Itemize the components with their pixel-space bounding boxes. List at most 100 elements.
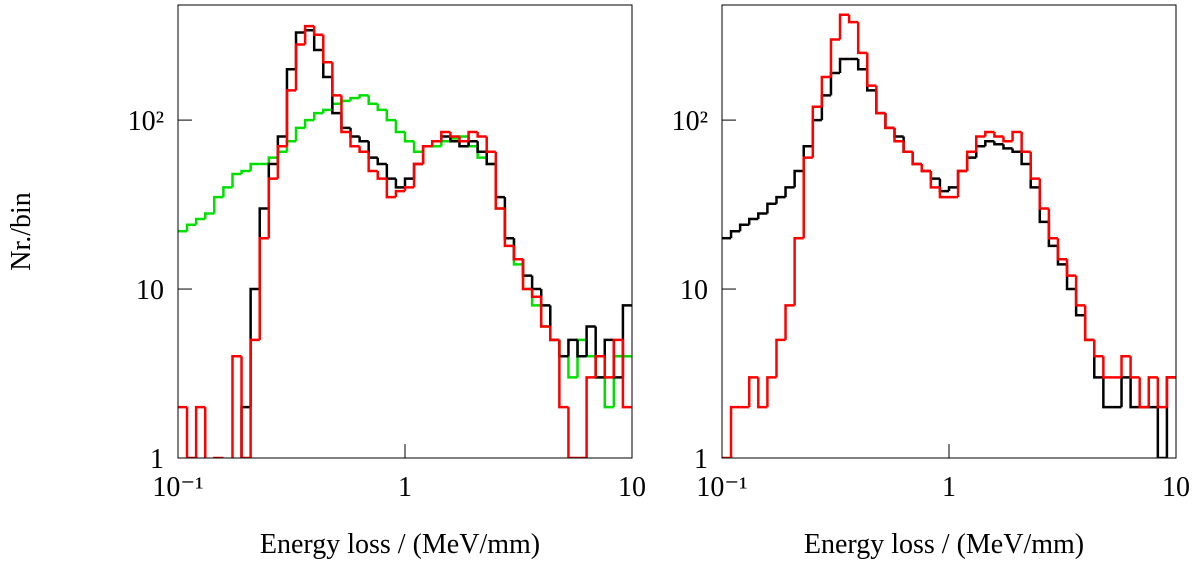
- histogram-bin: [267, 177, 278, 239]
- histogram-bin: [567, 407, 578, 458]
- histogram-bin: [856, 58, 868, 71]
- y-tick-label: 10²: [672, 106, 708, 137]
- histogram-bin: [403, 186, 415, 192]
- histogram-bin: [430, 139, 442, 147]
- histogram-bin: [485, 136, 496, 153]
- histogram-bin: [621, 339, 632, 409]
- histogram-bin: [1047, 221, 1058, 248]
- histogram-bin: [549, 326, 560, 342]
- histogram-bin: [603, 338, 614, 378]
- histogram-bin: [911, 151, 922, 166]
- histogram-bin: [1029, 163, 1040, 189]
- histogram-bin: [1102, 356, 1113, 379]
- histogram-bin: [403, 177, 415, 188]
- histogram-bin: [838, 57, 850, 74]
- plot-frame: [177, 4, 633, 459]
- histogram-bin: [312, 26, 324, 37]
- histogram-bin: [1065, 259, 1077, 277]
- histogram-bin: [349, 127, 360, 138]
- histogram-bin: [1002, 136, 1013, 143]
- histogram-bin: [276, 135, 287, 164]
- histogram-bin: [775, 195, 786, 204]
- histogram-bin: [394, 178, 405, 189]
- histogram-bin: [367, 151, 378, 173]
- x-tick-label: 1: [398, 472, 412, 503]
- histogram-bin: [539, 305, 551, 328]
- histogram-bin: [376, 157, 387, 166]
- histogram-bin: [1083, 305, 1095, 342]
- histogram-bin: [747, 376, 759, 408]
- x-tick-label: 1: [942, 472, 956, 503]
- histogram-bin: [884, 113, 895, 130]
- histogram-bin: [1129, 356, 1140, 379]
- histogram-bin: [1165, 376, 1176, 458]
- histogram-bin: [240, 405, 251, 458]
- histogram-bin: [340, 113, 351, 130]
- histogram-bin: [240, 356, 251, 458]
- histogram-bin: [811, 105, 822, 158]
- histogram-bin: [285, 89, 297, 147]
- histogram-bin: [1093, 339, 1104, 379]
- histogram-bin: [521, 259, 533, 291]
- histogram-bin: [784, 304, 795, 340]
- histogram-bin: [866, 52, 877, 87]
- histogram-bin: [467, 130, 478, 142]
- histogram-bin: [1047, 208, 1058, 240]
- histogram-bin: [440, 130, 451, 142]
- histogram-bin: [267, 162, 278, 209]
- histogram-bin: [376, 103, 387, 112]
- histogram-bin: [585, 325, 596, 357]
- histogram-bin: [929, 170, 940, 180]
- histogram-bin: [294, 31, 306, 70]
- histogram-bin: [385, 163, 396, 180]
- histogram-bin: [331, 62, 342, 97]
- x-tick-label: 10⁻¹: [152, 472, 203, 503]
- histogram-bin: [902, 141, 913, 153]
- histogram-bin: [558, 339, 569, 358]
- x-axis-label: Energy loss / (MeV/mm): [260, 529, 540, 560]
- histogram-bin: [829, 38, 841, 77]
- histogram-bin: [612, 338, 623, 378]
- histogram-bin: [240, 169, 251, 174]
- histogram-bin: [920, 163, 931, 173]
- histogram-bin: [458, 135, 469, 139]
- histogram-bin: [784, 186, 795, 198]
- plot-area: [178, 24, 632, 458]
- histogram-bin: [1029, 151, 1040, 180]
- histogram-bin: [838, 13, 850, 40]
- histogram-bin: [1083, 315, 1095, 342]
- histogram-bin: [1165, 376, 1176, 408]
- histogram-bin: [866, 69, 877, 92]
- histogram-bin: [1093, 339, 1104, 358]
- histogram-bin: [993, 132, 1004, 138]
- histogram-bin: [793, 169, 804, 188]
- histogram-bin: [476, 132, 487, 138]
- histogram-bin: [974, 145, 986, 158]
- histogram-bin: [249, 162, 260, 171]
- histogram-bin: [549, 305, 560, 342]
- histogram-bin: [358, 136, 369, 143]
- histogram-bin: [458, 141, 469, 148]
- histogram-bin: [322, 34, 333, 64]
- y-tick-label: 10: [680, 275, 708, 306]
- histogram-bin: [576, 339, 587, 358]
- histogram-bin: [757, 377, 768, 409]
- histogram-bin: [766, 202, 777, 214]
- histogram-bin: [340, 95, 351, 134]
- histogram-bin: [449, 136, 460, 143]
- histogram-bin: [603, 377, 614, 409]
- histogram-bin: [793, 236, 804, 306]
- histogram-bin: [965, 150, 977, 171]
- histogram-bin: [530, 289, 542, 299]
- histogram-bin: [1056, 245, 1068, 266]
- x-tick-label: 10⁻¹: [696, 472, 747, 503]
- histogram-bin: [747, 217, 759, 225]
- histogram-bin: [594, 355, 605, 378]
- histogram-bin: [1147, 376, 1158, 408]
- histogram-bin: [766, 376, 777, 408]
- histogram-bin: [984, 139, 995, 147]
- histogram-bin: [331, 102, 342, 110]
- histogram-bin: [820, 75, 831, 107]
- histogram-bin: [449, 132, 460, 138]
- histogram-bin: [485, 151, 496, 166]
